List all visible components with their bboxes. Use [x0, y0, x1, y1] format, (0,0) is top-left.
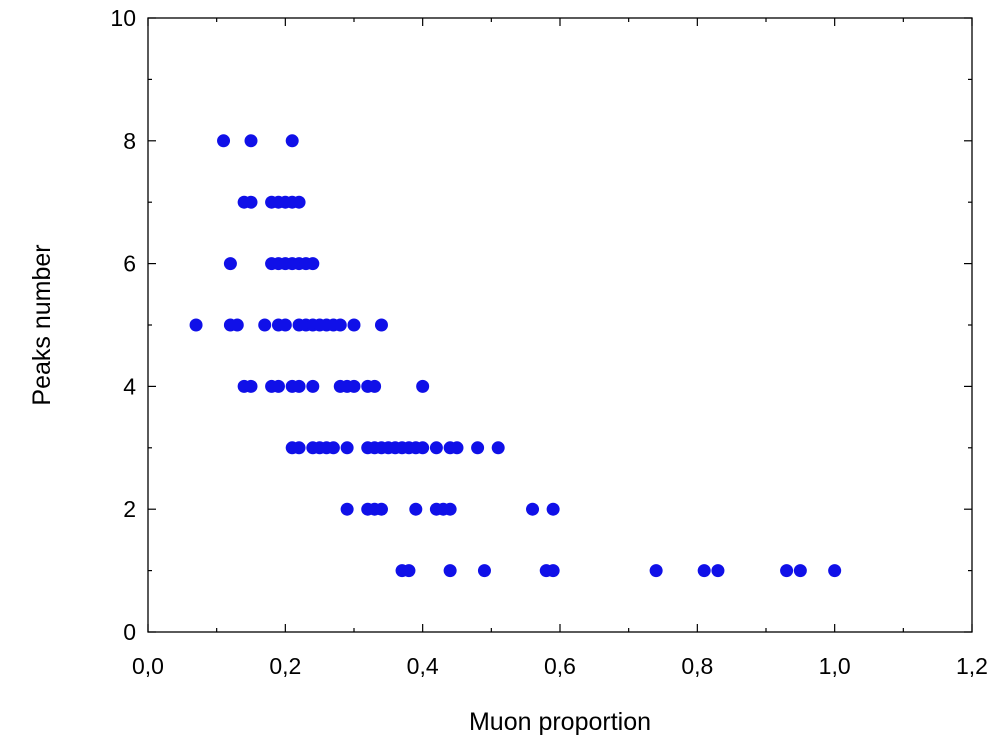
y-tick-label: 2 — [123, 496, 136, 522]
x-tick-labels: 0,0 0,2 0,4 0,6 0,8 1,0 1,2 — [132, 653, 988, 679]
data-point — [711, 564, 725, 578]
x-tick-label: 1,2 — [956, 653, 988, 679]
x-tick-label: 1,0 — [819, 653, 851, 679]
data-point — [546, 564, 560, 578]
data-point — [828, 564, 842, 578]
data-point — [374, 318, 388, 332]
data-point — [223, 257, 237, 271]
data-point — [347, 379, 361, 393]
data-point — [368, 379, 382, 393]
x-tick-label: 0,6 — [544, 653, 576, 679]
data-point — [491, 441, 505, 455]
y-tick-label: 8 — [123, 128, 136, 154]
data-points — [189, 134, 842, 578]
data-point — [443, 564, 457, 578]
data-point — [471, 441, 485, 455]
data-point — [402, 564, 416, 578]
x-tick-label: 0,2 — [269, 653, 301, 679]
data-point — [340, 441, 354, 455]
data-point — [546, 502, 560, 516]
y-axis-title: Peaks number — [28, 244, 56, 405]
data-point — [271, 379, 285, 393]
data-point — [429, 441, 443, 455]
data-point — [306, 379, 320, 393]
data-point — [450, 441, 464, 455]
y-tick-label: 0 — [123, 619, 136, 645]
data-point — [292, 195, 306, 209]
x-tick-label: 0,4 — [407, 653, 439, 679]
data-point — [285, 134, 299, 148]
plot-frame — [147, 17, 973, 633]
data-point — [244, 195, 258, 209]
data-point — [340, 502, 354, 516]
data-point — [697, 564, 711, 578]
x-tick-label: 0,0 — [132, 653, 164, 679]
data-point — [244, 379, 258, 393]
data-point — [326, 441, 340, 455]
data-point — [477, 564, 491, 578]
data-point — [258, 318, 272, 332]
x-axis-title: Muon proportion — [469, 708, 651, 736]
x-tick-label: 0,8 — [681, 653, 713, 679]
data-point — [793, 564, 807, 578]
data-point — [278, 318, 292, 332]
data-point — [230, 318, 244, 332]
axis-ticks — [147, 17, 973, 633]
data-point — [333, 318, 347, 332]
data-point — [416, 441, 430, 455]
data-point — [189, 318, 203, 332]
data-point — [409, 502, 423, 516]
data-point — [217, 134, 231, 148]
y-tick-label: 4 — [123, 373, 136, 399]
data-point — [292, 379, 306, 393]
y-tick-label: 6 — [123, 251, 136, 277]
data-point — [374, 502, 388, 516]
data-point — [306, 257, 320, 271]
y-tick-labels: 0 2 4 6 8 10 — [110, 5, 136, 645]
data-point — [347, 318, 361, 332]
data-point — [292, 441, 306, 455]
data-point — [526, 502, 540, 516]
data-point — [416, 379, 430, 393]
data-point — [443, 502, 457, 516]
data-point — [244, 134, 258, 148]
y-tick-label: 10 — [110, 5, 136, 31]
data-point — [649, 564, 663, 578]
data-point — [780, 564, 794, 578]
